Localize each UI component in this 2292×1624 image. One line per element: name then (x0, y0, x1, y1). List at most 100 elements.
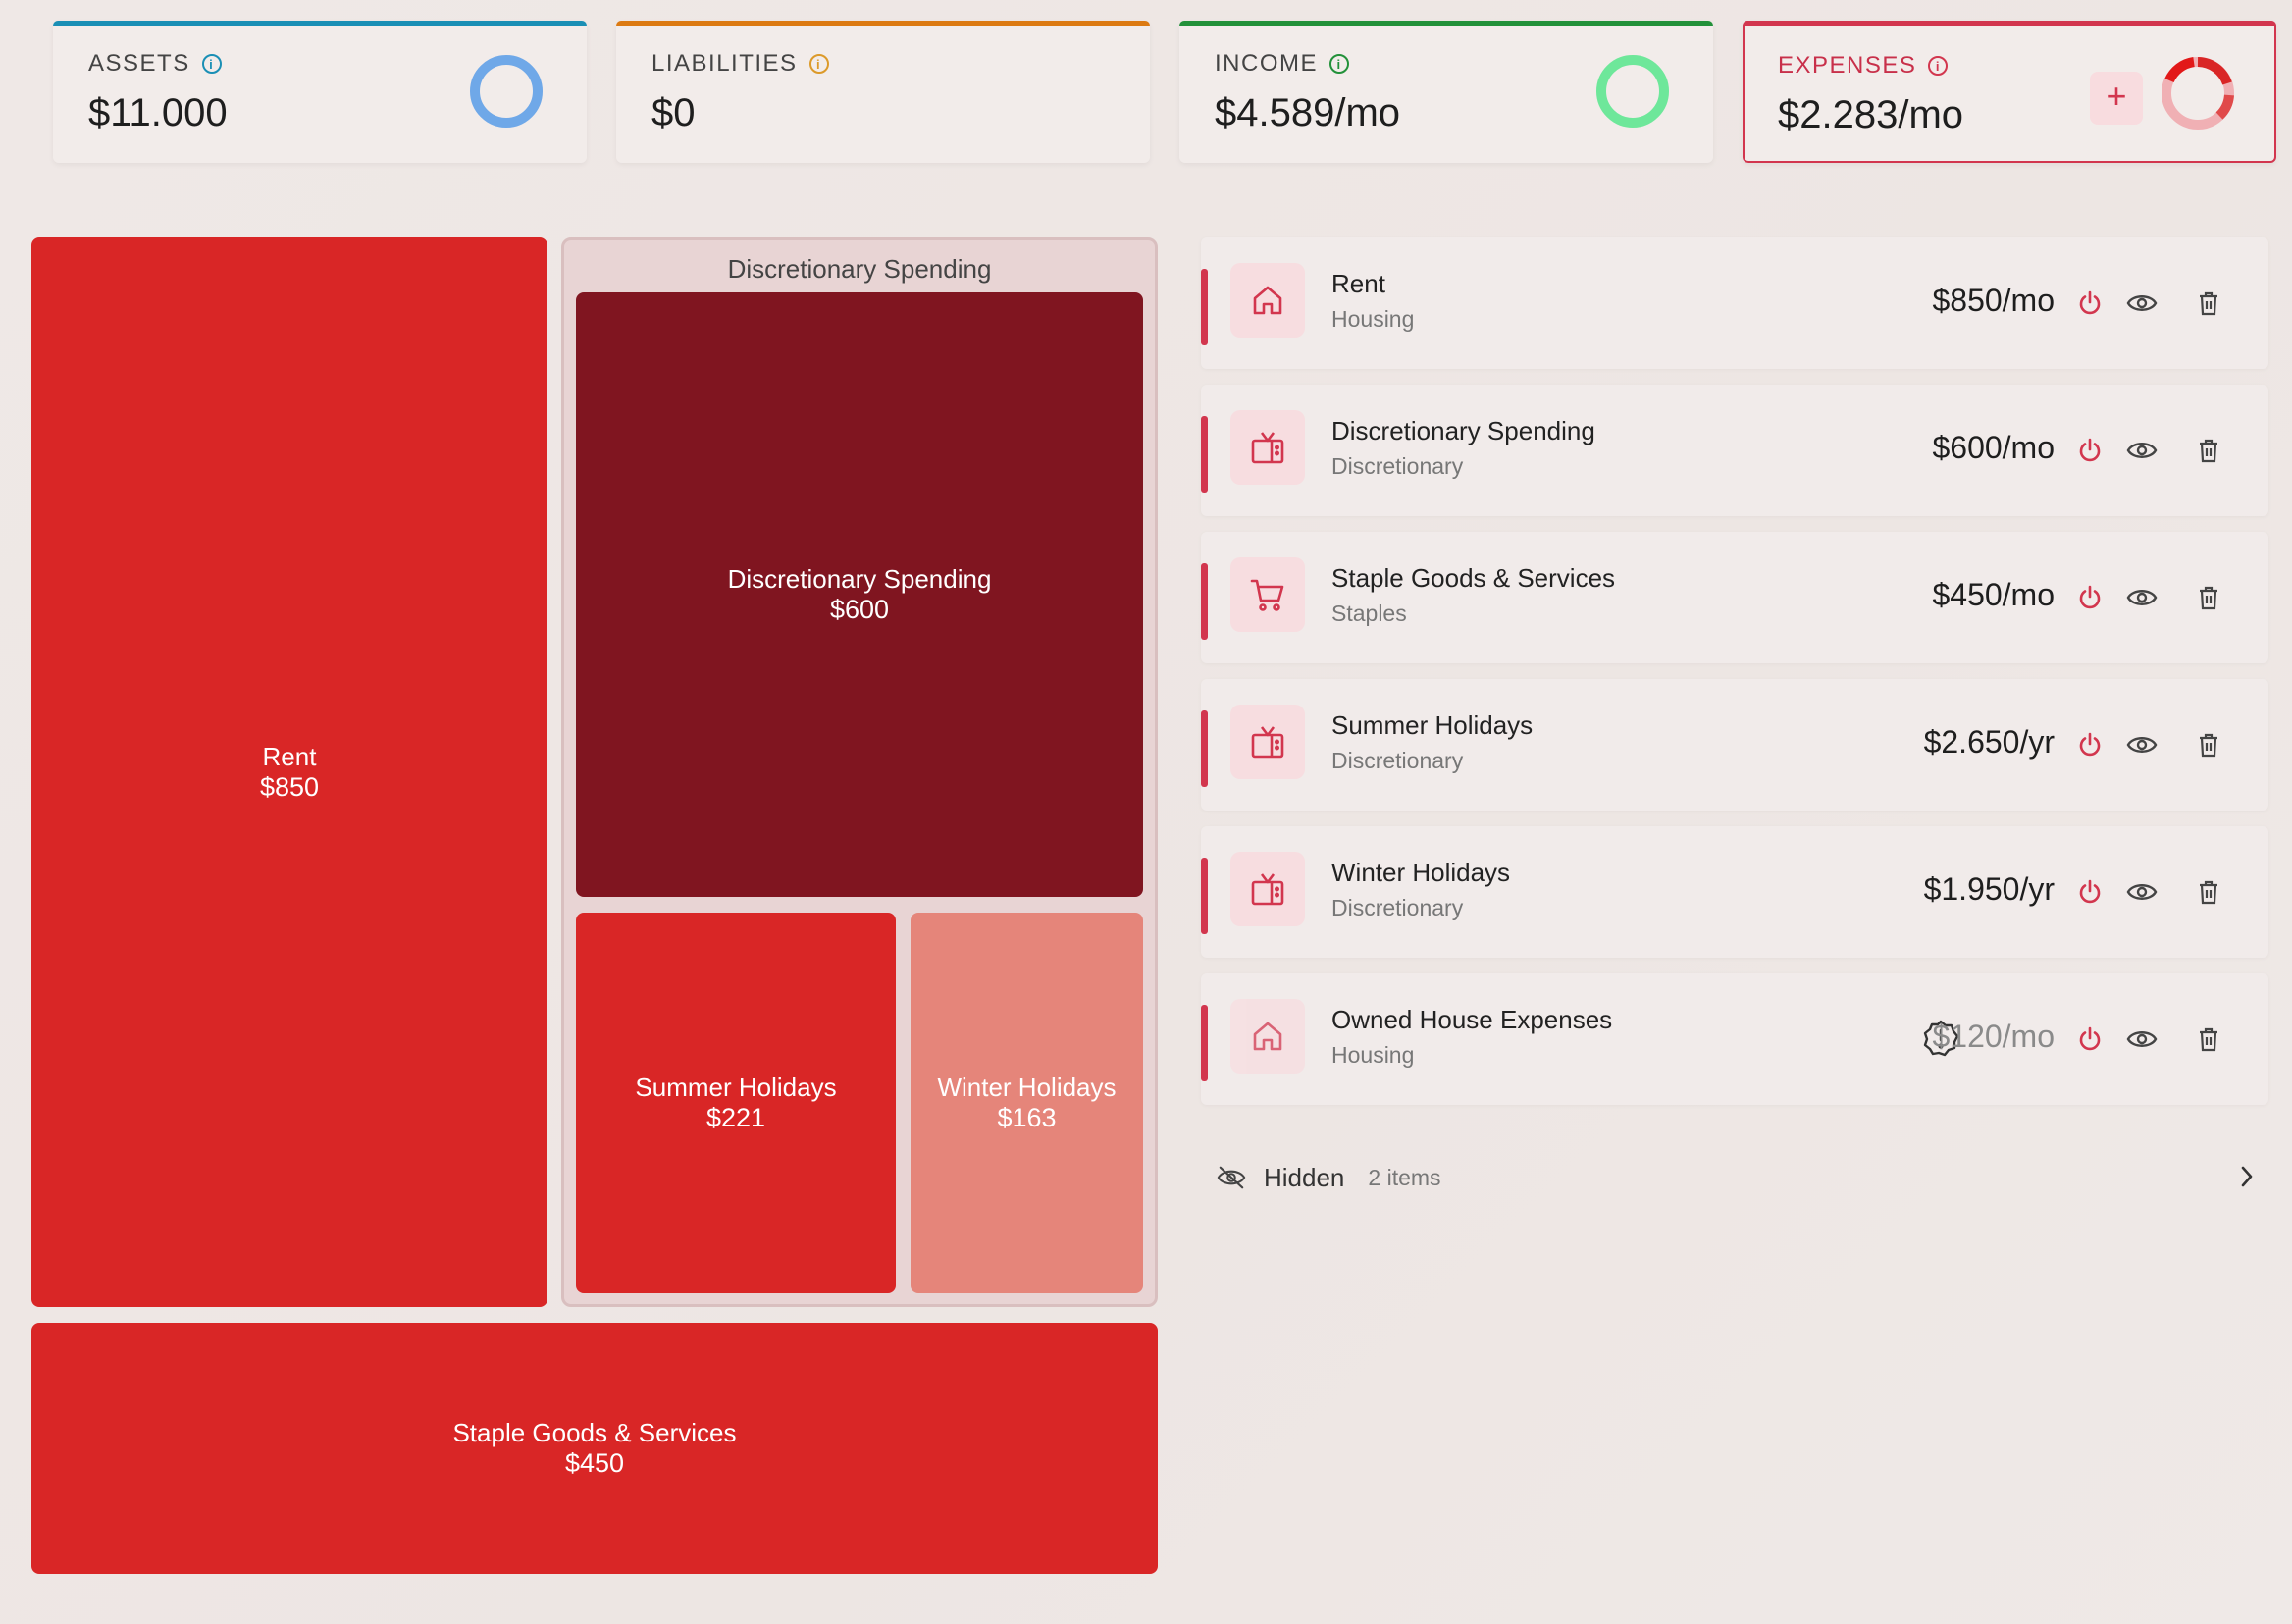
treemap-tile-summer-holidays[interactable]: Summer Holidays $221 (576, 913, 896, 1293)
expense-amount: $600/mo (1932, 430, 2055, 465)
treemap-tile-value: $600 (829, 595, 890, 624)
expenses-label-row: EXPENSES i (1778, 52, 1949, 79)
eye-icon[interactable] (2125, 434, 2159, 467)
expense-category: Discretionary (1331, 453, 1464, 479)
expense-row[interactable]: Staple Goods & Services Staples $450/mo (1201, 532, 2268, 663)
hidden-count: 2 items (1368, 1164, 1441, 1190)
hidden-label: Hidden (1264, 1162, 1345, 1192)
expenses-card[interactable]: EXPENSES i $2.283/mo + (1743, 21, 2276, 163)
expense-amount: $1.950/yr (1923, 871, 2055, 907)
treemap-tile-value: $163 (997, 1103, 1057, 1132)
tv-icon (1230, 705, 1305, 779)
expense-name: Rent (1331, 269, 1385, 298)
treemap-group-title: Discretionary Spending (727, 254, 992, 284)
treemap-tile-label: Rent (262, 742, 317, 771)
power-icon[interactable] (2073, 581, 2107, 614)
expense-category: Housing (1331, 1042, 1415, 1068)
liabilities-label-row: LIABILITIES i (651, 50, 829, 78)
treemap-tile-label: Staple Goods & Services (452, 1418, 737, 1447)
expense-amount: $450/mo (1932, 577, 2055, 612)
assets-accent-bar (53, 21, 587, 26)
liabilities-accent-bar (616, 21, 1150, 26)
add-expense-button[interactable]: + (2090, 72, 2143, 125)
assets-value: $11.000 (88, 91, 228, 134)
expenses-donut-chart (2162, 57, 2234, 130)
treemap-tile-label: Winter Holidays (937, 1073, 1117, 1102)
expense-row[interactable]: Winter Holidays Discretionary $1.950/yr (1201, 826, 2268, 958)
expense-accent-bar (1201, 1005, 1208, 1081)
expenses-accent-bar (1743, 21, 2276, 26)
expense-name: Summer Holidays (1331, 710, 1534, 740)
warning-badge-icon[interactable] (1921, 1019, 1960, 1058)
trash-icon[interactable] (2192, 1022, 2225, 1056)
chevron-right-icon[interactable] (2237, 1162, 2257, 1191)
expense-name: Discretionary Spending (1331, 416, 1595, 445)
expense-row[interactable]: Discretionary Spending Discretionary $60… (1201, 385, 2268, 516)
expenses-label: EXPENSES (1778, 52, 1917, 79)
treemap-tile-winter-holidays[interactable]: Winter Holidays $163 (911, 913, 1143, 1293)
treemap-tile-staple-goods[interactable]: Staple Goods & Services $450 (31, 1323, 1158, 1574)
expense-accent-bar (1201, 563, 1208, 640)
treemap-tile-discretionary-spending[interactable]: Discretionary Spending $600 (576, 292, 1143, 897)
trash-icon[interactable] (2192, 287, 2225, 320)
income-card[interactable]: INCOME i $4.589/mo (1179, 21, 1713, 163)
info-icon[interactable]: i (1928, 56, 1949, 76)
power-icon[interactable] (2073, 434, 2107, 467)
expense-accent-bar (1201, 416, 1208, 493)
expense-name: Winter Holidays (1331, 858, 1511, 887)
trash-icon[interactable] (2192, 875, 2225, 909)
trash-icon[interactable] (2192, 434, 2225, 467)
power-icon[interactable] (2073, 728, 2107, 761)
treemap-tile-value: $221 (705, 1103, 766, 1132)
treemap-tile-rent[interactable]: Rent $850 (31, 237, 547, 1307)
tv-icon (1230, 852, 1305, 926)
eye-icon[interactable] (2125, 581, 2159, 614)
expense-amount: $120/mo (1932, 1019, 2055, 1054)
treemap-tile-label: Discretionary Spending (727, 564, 992, 594)
trash-icon[interactable] (2192, 728, 2225, 761)
eye-off-icon (1217, 1166, 1246, 1189)
info-icon[interactable]: i (1329, 54, 1349, 74)
eye-icon[interactable] (2125, 287, 2159, 320)
house-icon (1230, 999, 1305, 1074)
expense-row[interactable]: Summer Holidays Discretionary $2.650/yr (1201, 679, 2268, 811)
income-label: INCOME (1215, 50, 1318, 77)
liabilities-value: $0 (651, 91, 696, 134)
house-icon (1230, 263, 1305, 338)
expense-name: Owned House Expenses (1331, 1005, 1613, 1034)
power-icon[interactable] (2073, 875, 2107, 909)
treemap-tile-value: $450 (564, 1448, 625, 1478)
assets-label: ASSETS (88, 50, 190, 77)
expense-amount: $850/mo (1932, 283, 2055, 318)
info-icon[interactable]: i (201, 54, 222, 74)
liabilities-label: LIABILITIES (651, 50, 798, 77)
expense-accent-bar (1201, 858, 1208, 934)
info-icon[interactable]: i (808, 54, 829, 74)
expenses-value: $2.283/mo (1778, 93, 1964, 136)
hidden-items-toggle[interactable]: Hidden 2 items (1217, 1158, 2257, 1197)
expense-category: Housing (1331, 306, 1415, 332)
expense-amount: $2.650/yr (1923, 724, 2055, 760)
expense-accent-bar (1201, 269, 1208, 345)
expense-row[interactable]: Rent Housing $850/mo (1201, 237, 2268, 369)
expense-name: Staple Goods & Services (1331, 563, 1616, 593)
assets-card[interactable]: ASSETS i $11.000 (53, 21, 587, 163)
expense-category: Discretionary (1331, 895, 1464, 920)
liabilities-card[interactable]: LIABILITIES i $0 (616, 21, 1150, 163)
treemap-tile-value: $850 (259, 772, 320, 802)
cart-icon (1230, 557, 1305, 632)
eye-icon[interactable] (2125, 1022, 2159, 1056)
assets-donut-chart (470, 55, 543, 128)
expense-row[interactable]: Owned House Expenses Housing $120/mo (1201, 973, 2268, 1105)
eye-icon[interactable] (2125, 728, 2159, 761)
eye-icon[interactable] (2125, 875, 2159, 909)
income-accent-bar (1179, 21, 1713, 26)
expense-category: Discretionary (1331, 748, 1464, 773)
power-icon[interactable] (2073, 1022, 2107, 1056)
treemap-tile-label: Summer Holidays (635, 1073, 837, 1102)
assets-label-row: ASSETS i (88, 50, 222, 78)
trash-icon[interactable] (2192, 581, 2225, 614)
power-icon[interactable] (2073, 287, 2107, 320)
expense-category: Staples (1331, 601, 1407, 626)
income-label-row: INCOME i (1215, 50, 1349, 78)
